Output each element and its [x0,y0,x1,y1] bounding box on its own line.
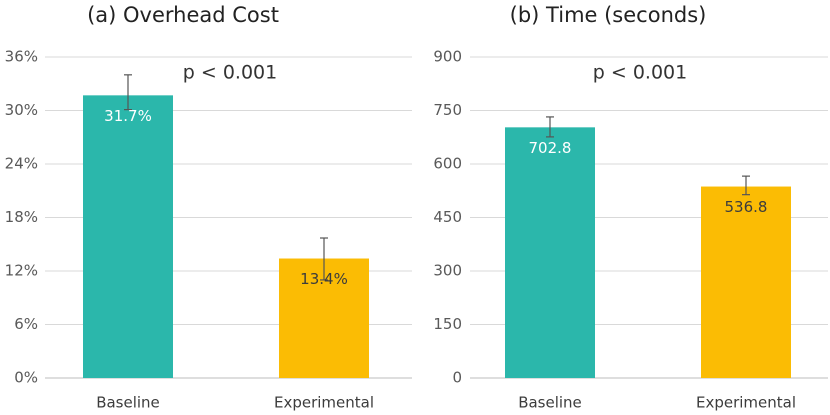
p-value-annotation: p < 0.001 [593,62,687,84]
data-label: 31.7% [104,107,152,125]
y-tick-label: 300 [433,262,462,280]
bar-baseline [83,95,173,378]
y-tick-label: 36% [5,48,38,66]
y-tick-label: 0 [452,369,462,387]
data-label: 536.8 [725,198,768,216]
y-tick-label: 12% [5,262,38,280]
chart-title: (b) Time (seconds) [510,3,707,27]
data-label: 13.4% [300,270,348,288]
y-tick-label: 18% [5,208,38,226]
y-tick-label: 600 [433,155,462,173]
x-tick-label: Baseline [518,394,582,412]
y-tick-label: 750 [433,101,462,119]
bar-experimental [701,186,791,378]
y-tick-label: 24% [5,155,38,173]
x-tick-label: Baseline [96,394,160,412]
y-tick-label: 0% [14,369,38,387]
y-tick-label: 450 [433,208,462,226]
x-tick-label: Experimental [696,394,796,412]
p-value-annotation: p < 0.001 [183,62,277,84]
y-tick-label: 150 [433,315,462,333]
data-label: 702.8 [529,139,572,157]
x-tick-label: Experimental [274,394,374,412]
chart-title: (a) Overhead Cost [87,3,279,27]
y-tick-label: 30% [5,101,38,119]
y-tick-label: 6% [14,315,38,333]
bar-baseline [505,127,595,379]
y-tick-label: 900 [433,48,462,66]
